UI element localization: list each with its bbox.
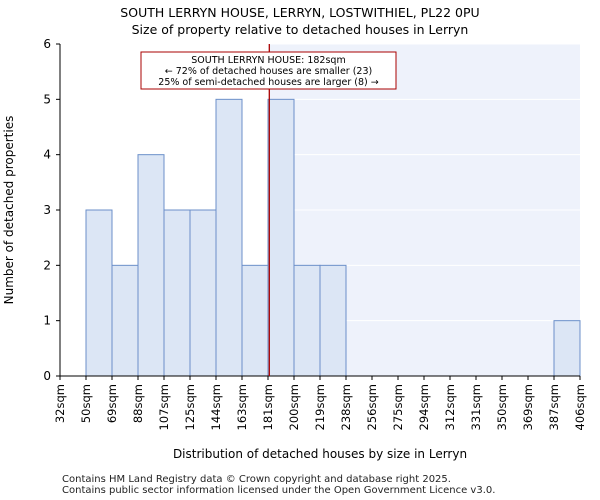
y-tick-label: 2 [43, 258, 51, 272]
x-tick-label: 163sqm [235, 384, 249, 430]
x-tick-label: 88sqm [131, 384, 145, 423]
x-tick-label: 144sqm [209, 384, 223, 430]
x-axis-title: Distribution of detached houses by size … [173, 447, 467, 461]
y-tick-label: 0 [43, 369, 51, 383]
y-tick-label: 4 [43, 148, 51, 162]
y-tick-label: 6 [43, 37, 51, 51]
chart-title: SOUTH LERRYN HOUSE, LERRYN, LOSTWITHIEL,… [120, 5, 480, 20]
bar [553, 320, 581, 377]
x-tick-label: 387sqm [547, 384, 561, 430]
footer-line-2: Contains public sector information licen… [62, 485, 496, 496]
x-tick-label: 50sqm [79, 384, 93, 423]
bar [267, 98, 295, 377]
y-tick-label: 1 [43, 314, 51, 328]
bar [241, 264, 269, 377]
chart-subtitle: Size of property relative to detached ho… [131, 22, 469, 37]
annotation-line: 25% of semi-detached houses are larger (… [158, 77, 378, 88]
x-tick-label: 200sqm [287, 384, 301, 430]
x-tick-label: 275sqm [391, 384, 405, 430]
y-tick-label: 3 [43, 203, 51, 217]
x-tick-label: 219sqm [313, 384, 327, 430]
bar [137, 154, 165, 377]
bar [163, 209, 191, 377]
bar [293, 264, 321, 377]
x-tick-label: 256sqm [365, 384, 379, 430]
y-axis-title: Number of detached properties [2, 116, 16, 305]
bar [85, 209, 113, 377]
x-tick-label: 369sqm [521, 384, 535, 430]
x-tick-label: 125sqm [183, 384, 197, 430]
annotation-line: ← 72% of detached houses are smaller (23… [165, 66, 372, 77]
x-tick-label: 238sqm [339, 384, 353, 430]
annotation-box [140, 51, 397, 90]
bar [319, 264, 347, 377]
bar [111, 264, 139, 377]
x-tick-label: 312sqm [443, 384, 457, 430]
bar [189, 209, 217, 377]
footer-line-1: Contains HM Land Registry data © Crown c… [62, 474, 451, 485]
x-tick-label: 331sqm [469, 384, 483, 430]
y-tick-label: 5 [43, 92, 51, 106]
x-tick-label: 294sqm [417, 384, 431, 430]
x-tick-label: 69sqm [105, 384, 119, 423]
x-tick-label: 181sqm [261, 384, 275, 430]
x-tick-label: 32sqm [53, 384, 67, 423]
x-tick-label: 107sqm [157, 384, 171, 430]
x-tick-label: 406sqm [573, 384, 587, 430]
annotation-line: SOUTH LERRYN HOUSE: 182sqm [191, 55, 345, 66]
x-tick-label: 350sqm [495, 384, 509, 430]
bar [215, 98, 243, 377]
